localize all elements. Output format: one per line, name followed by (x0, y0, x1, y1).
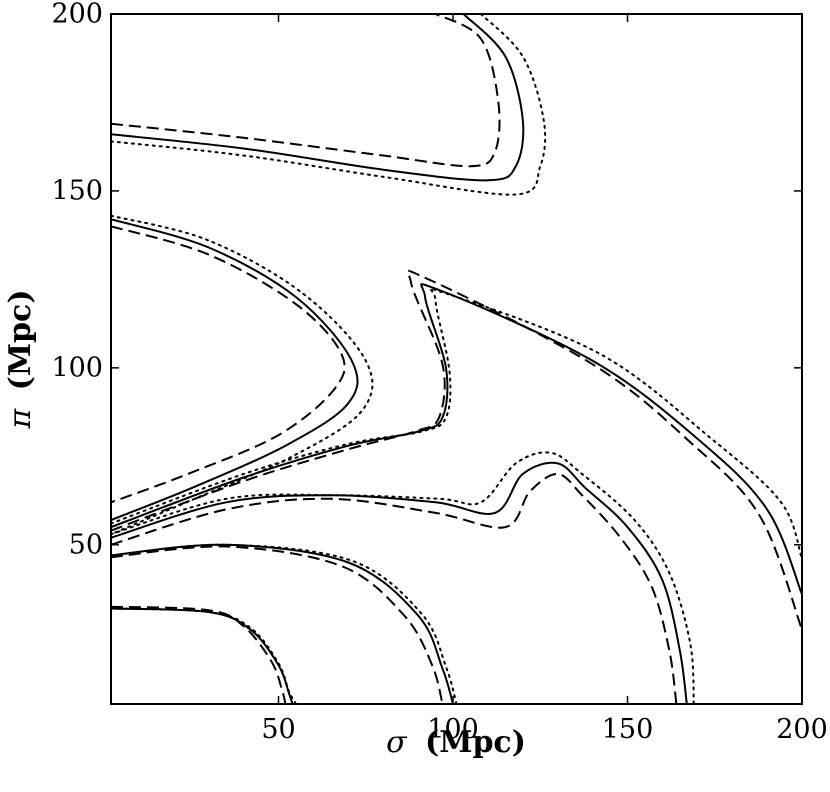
plot-frame (110, 13, 803, 705)
contour-solid-3 (111, 14, 525, 182)
contour-dotted-2 (111, 543, 458, 704)
contour-dashed-6 (111, 473, 678, 704)
contour-solid-6 (111, 461, 688, 704)
x-tick-label: 200 (776, 714, 828, 745)
contour-dotted-1 (111, 607, 297, 704)
contour-solid-4 (111, 218, 359, 521)
contour-dashed-5 (111, 269, 802, 631)
contour-dotted-6 (111, 451, 695, 704)
contour-curves (111, 14, 802, 704)
y-tick-label: 50 (69, 529, 103, 560)
contour-solid-5 (111, 283, 802, 595)
plot-background (111, 14, 802, 704)
x-axis-unit: (Mpc) (425, 725, 526, 760)
contour-dotted-3 (111, 14, 547, 196)
axis-ticks: 50 100 150 200 50 100 150 200 (51, 0, 827, 745)
y-axis-unit: (Mpc) (3, 289, 38, 390)
y-axis-symbol: π (3, 408, 38, 430)
x-tick-label: 150 (602, 714, 654, 745)
y-tick-label: 100 (51, 352, 103, 383)
contour-dashed-3 (111, 14, 501, 168)
x-axis-symbol: σ (386, 725, 408, 760)
x-tick-label: 50 (261, 714, 295, 745)
contour-dotted-5 (111, 287, 802, 560)
y-axis-label: π (Mpc) (3, 289, 38, 429)
y-tick-label: 200 (51, 0, 103, 30)
y-tick-label: 150 (51, 175, 103, 206)
contour-dashed-1 (111, 605, 287, 704)
contour-dotted-4 (111, 214, 374, 536)
x-tick-label: 100 (427, 714, 479, 745)
x-axis-label: σ (Mpc) (386, 725, 526, 760)
contour-dashed-4 (111, 225, 346, 504)
contour-dashed-2 (111, 545, 444, 704)
